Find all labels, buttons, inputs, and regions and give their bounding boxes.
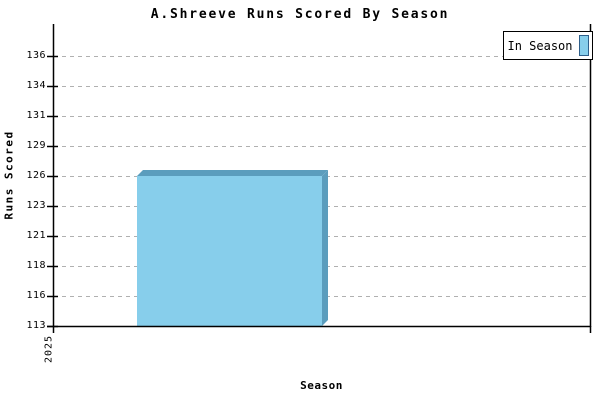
legend-item-label: In Season [507, 38, 573, 53]
bar-front-face [137, 176, 322, 326]
bar-side-face [322, 170, 328, 326]
legend-swatch-icon [578, 35, 589, 56]
legend: In Season [503, 31, 593, 60]
bar-top-face [137, 170, 328, 176]
bar-in-season-2025[interactable] [137, 170, 328, 326]
